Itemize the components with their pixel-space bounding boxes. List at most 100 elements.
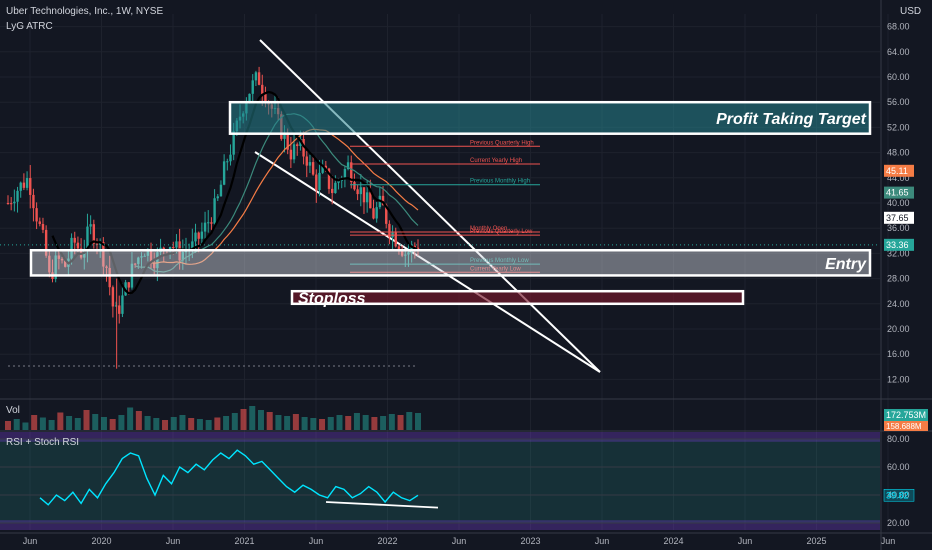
candle-body [346,162,350,170]
rsi-pane [0,432,880,530]
price-tick-label: 28.00 [887,274,910,284]
zone-label: Stoploss [298,291,366,308]
candle-body [327,168,331,189]
price-tick-label: 24.00 [887,299,910,309]
candle-body [54,255,57,280]
symbol-title[interactable]: Uber Technologies, Inc., 1W, NYSE [6,6,164,17]
currency-label: USD [900,6,922,17]
candle-body [334,182,337,194]
candle-body [365,192,369,203]
candle-body [219,184,223,197]
candle-body [184,251,188,253]
candle-body [248,93,251,103]
time-tick-label: 2020 [91,536,111,546]
candle-body [343,169,347,180]
candle-body [48,255,51,273]
level-label: Previous Quarterly High [470,140,534,146]
volume-bar [275,415,282,430]
volume-bar [310,418,317,430]
price-tick-label: 36.00 [887,223,910,233]
time-tick-label: 2025 [806,536,826,546]
rsi-pane-label[interactable]: RSI + Stoch RSI [6,437,80,448]
volume-bar [92,414,99,430]
volume-bar [153,418,160,430]
ma-orange [150,128,419,265]
candle-body [372,208,375,219]
candle-body [83,250,86,258]
candle-body [156,252,159,269]
candle-body [311,162,315,175]
volume-bar [301,417,308,430]
volume-bar [135,411,142,430]
candle-body [397,246,401,251]
candle-body [296,144,299,147]
volume-bar [362,415,369,430]
price-badge [884,186,914,199]
time-tick-label: 2024 [663,536,683,546]
candle-body [318,172,321,191]
candle-body [73,237,76,243]
volume-bar [162,420,169,430]
candle-body [289,149,293,160]
price-badge [884,164,914,177]
candle-body [213,198,216,224]
candle-body [308,162,312,166]
candle-body [197,232,200,239]
candle-body [44,229,48,256]
candle-body [38,221,41,224]
volume-pane-label[interactable]: Vol [6,405,20,416]
candle-body [16,190,19,202]
price-tick-label: 44.00 [887,173,910,183]
indicator-label[interactable]: LyG ATRC [6,21,53,32]
candle-body [257,72,261,85]
candle-body [324,165,328,169]
time-tick-label: 2023 [520,536,540,546]
candle-body [254,72,258,81]
candle-body [108,267,111,288]
candle-body [162,247,165,251]
volume-bar [336,415,343,430]
volume-bar [319,419,326,430]
rsi-lower-band [0,520,880,530]
candle-body [251,80,254,94]
volume-bar [266,412,273,430]
candle-body [369,192,372,209]
candle-body [229,154,232,162]
volume-bar [327,417,334,430]
volume-bar [353,413,360,430]
volume-bar [415,413,421,430]
candle-body [70,237,73,259]
time-tick-label: Jun [166,536,181,546]
candle-body [359,187,362,195]
volume-bar [371,417,378,430]
volume-ma-badge [884,421,928,431]
candle-body [232,131,235,155]
candle-body [394,232,397,247]
time-tick-label: Jun [881,536,896,546]
candle-body [60,258,64,261]
candle-body [35,208,38,222]
price-badge-label: 37.65 [886,213,909,223]
candle-body [362,187,366,203]
candle-body [337,180,340,183]
candle-body [57,255,61,259]
candle-body [146,249,150,256]
candle-body [286,133,289,150]
volume-bar [240,409,247,430]
price-badge [884,238,914,251]
candle-body [105,266,108,268]
level-label: Previous Quarterly Low [470,229,533,235]
zone-label: Profit Taking Target [716,111,867,128]
candle-body [385,205,388,224]
rsi-upper-band [0,432,880,442]
volume-bar [5,421,11,430]
candle-body [127,282,130,288]
volume-bar [284,416,291,430]
time-tick-label: Jun [595,536,610,546]
price-tick-label: 56.00 [887,97,910,107]
zone-rect [29,249,872,277]
time-tick-label: Jun [452,536,467,546]
volume-ma-badge-label: 158.688M [886,422,922,431]
volume-bar [406,412,413,430]
